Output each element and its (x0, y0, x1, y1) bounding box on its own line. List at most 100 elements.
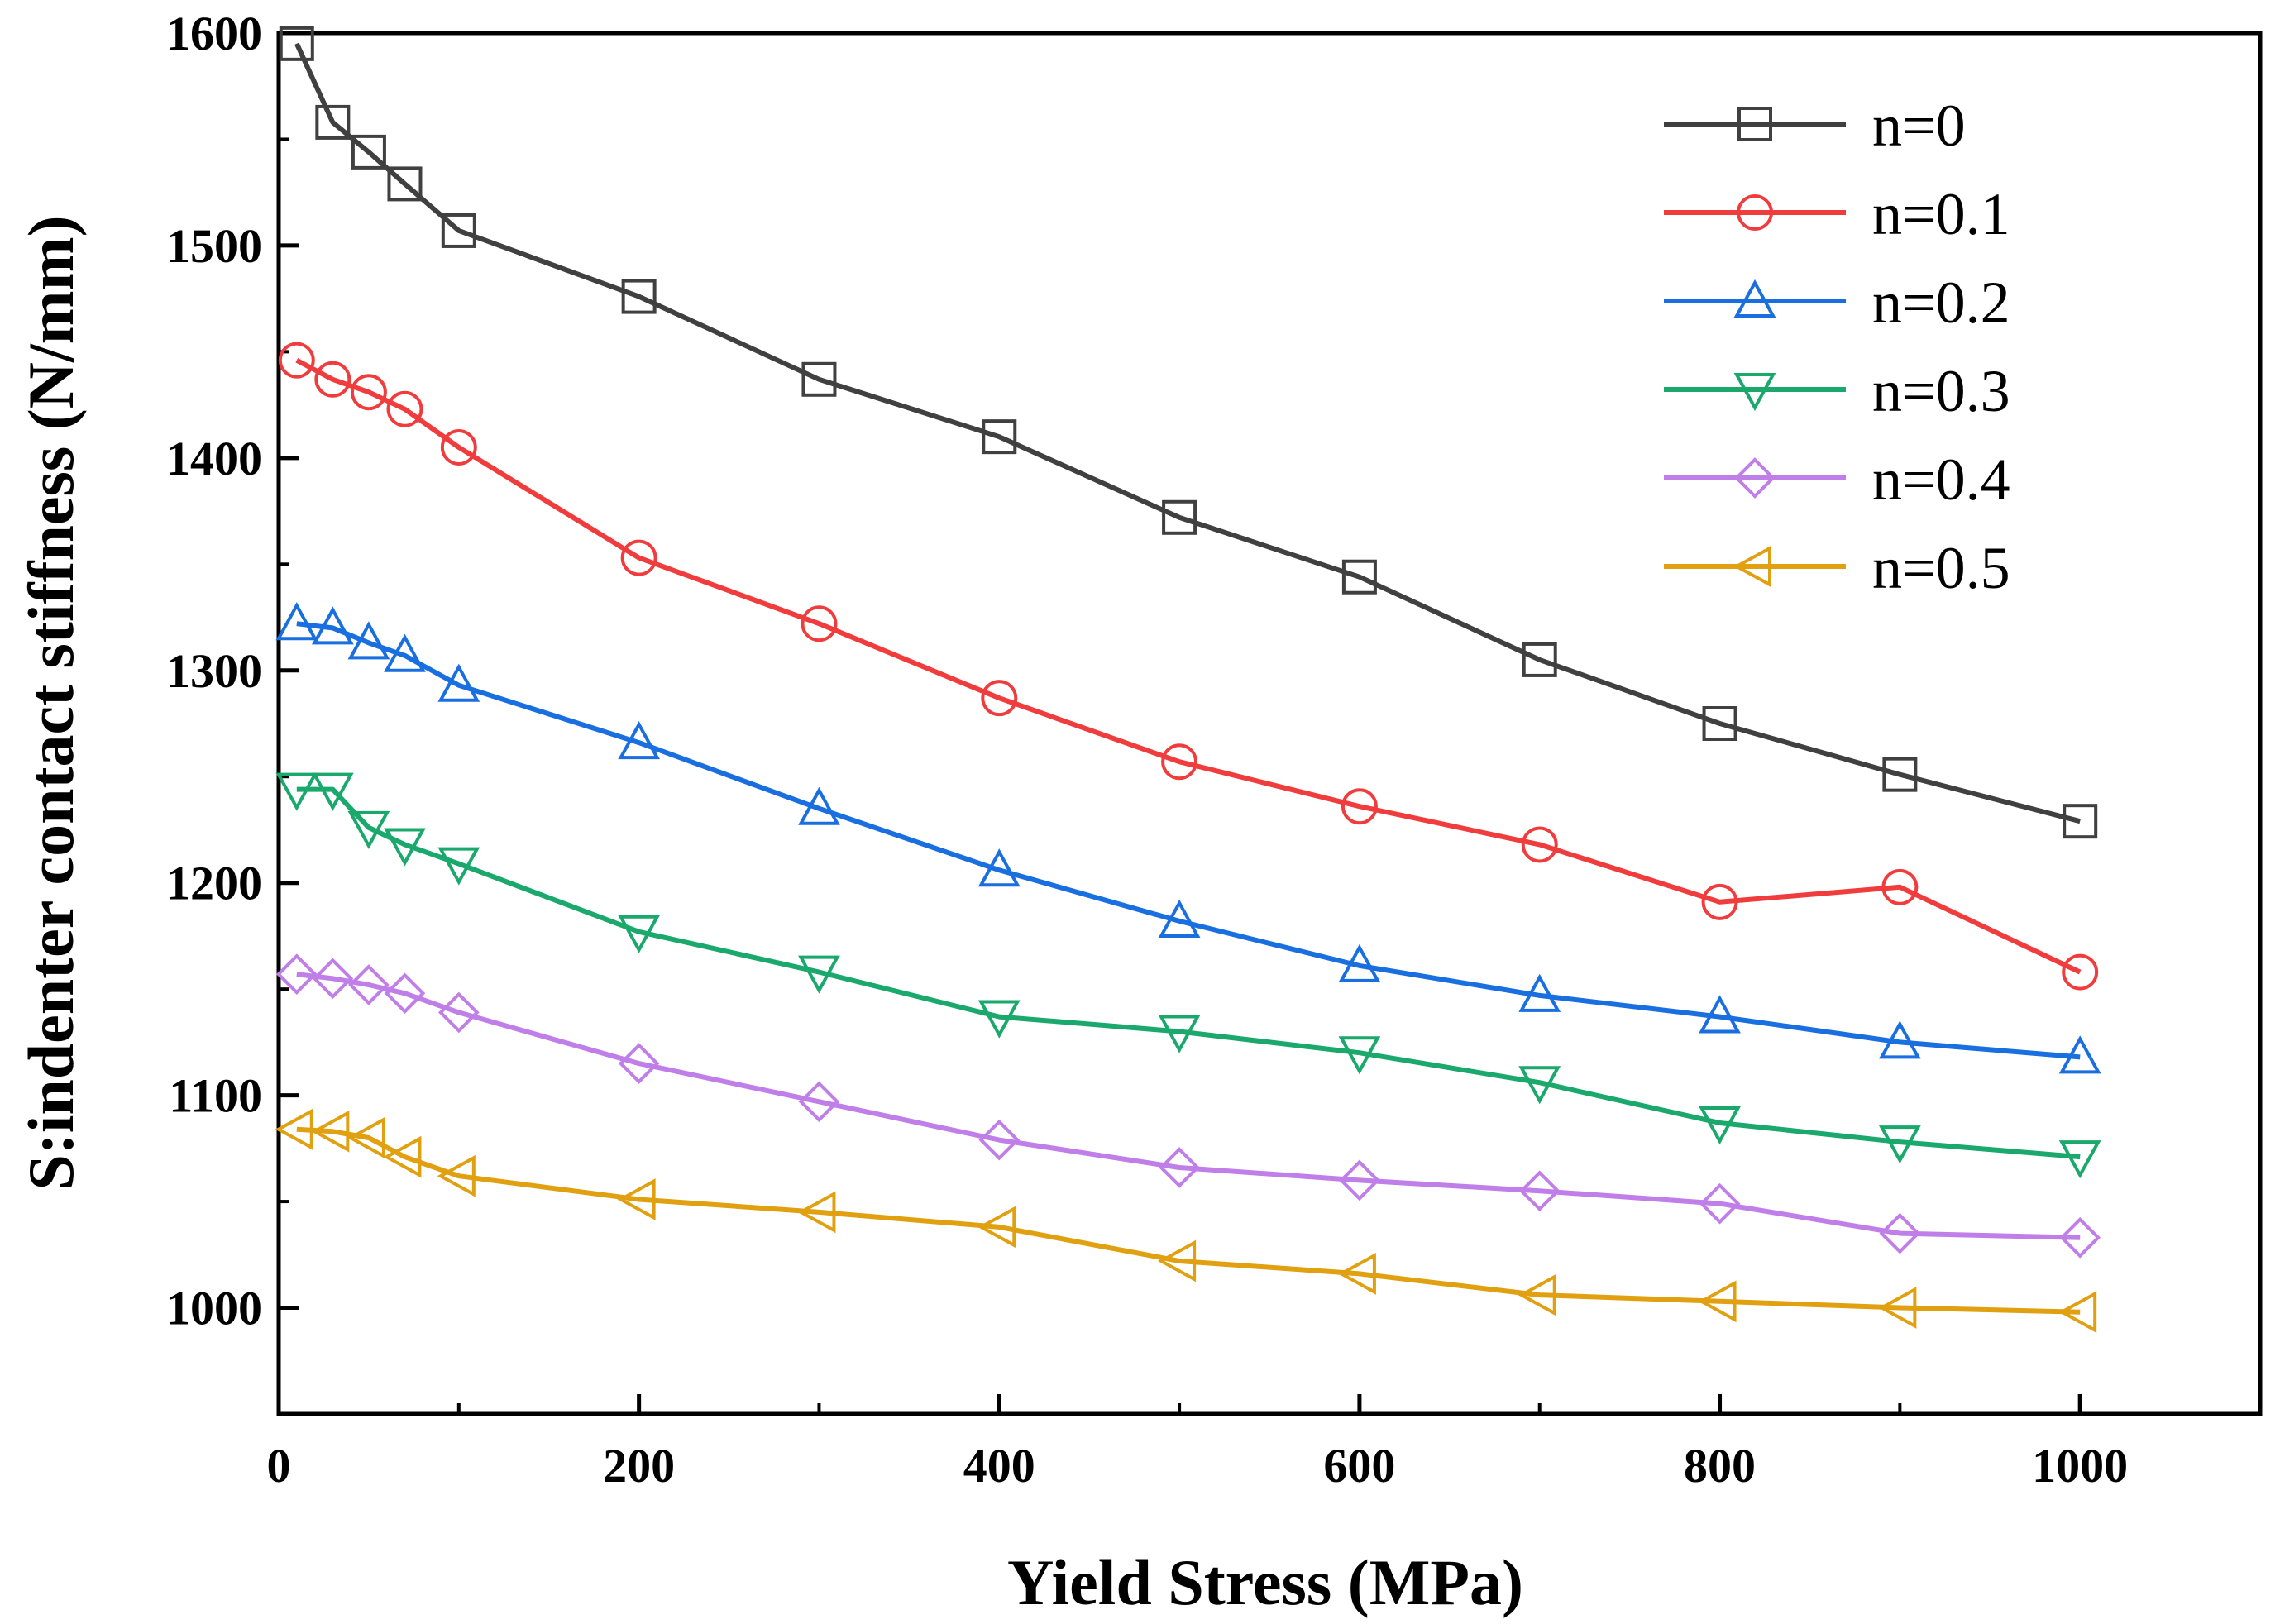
x-tick-label: 800 (1684, 1439, 1756, 1493)
data-point (2058, 1035, 2101, 1074)
data-point (441, 213, 476, 248)
data-point (1158, 1015, 1201, 1053)
data-point (801, 361, 837, 397)
data-point (1518, 1273, 1556, 1316)
data-point (1518, 1170, 1561, 1212)
data-point (1881, 868, 1919, 905)
y-tick-label: 1200 (166, 857, 262, 910)
x-axis: 0 200 400 600 800 1000 (267, 1394, 2128, 1493)
data-point (1337, 1253, 1376, 1295)
data-point (1878, 1020, 1921, 1059)
legend-marker (1733, 279, 1776, 318)
data-point (437, 1154, 476, 1197)
x-tick-label: 1000 (2032, 1439, 2128, 1493)
legend-label: n=0.4 (1872, 447, 2010, 513)
data-point (1879, 1212, 1921, 1254)
data-point (1338, 1036, 1381, 1075)
data-point (347, 621, 390, 660)
data-point (982, 419, 1017, 455)
y-tick-label: 1100 (169, 1069, 262, 1123)
series-line (295, 358, 2082, 975)
data-point (384, 972, 426, 1015)
data-point (1338, 943, 1381, 982)
legend-label: n=0.5 (1872, 535, 2010, 601)
series-line (294, 42, 2081, 824)
data-point (1339, 1159, 1380, 1201)
data-point (1521, 826, 1558, 863)
data-point (347, 1116, 385, 1159)
data-point (1878, 1287, 1917, 1329)
data-point (437, 847, 480, 886)
data-point (798, 955, 840, 994)
data-point (2058, 1291, 2097, 1334)
data-point (1158, 899, 1201, 938)
series-n=0.3 (275, 772, 2101, 1179)
y-tick-label: 1000 (166, 1282, 262, 1335)
data-point (1161, 743, 1198, 781)
legend: n=0 n=0.1 n=0.2 n=0.3 n=0.4 n=0.5 (1664, 93, 2010, 601)
data-point (275, 1108, 313, 1151)
data-point (977, 848, 1021, 887)
legend-marker (1737, 194, 1773, 231)
data-point (1341, 559, 1377, 595)
y-axis: 1000 1100 1200 1300 1400 1500 1600 (166, 7, 299, 1335)
data-point (311, 1110, 350, 1153)
y-axis-title: S:indenter contact stiffness (N/mm) (15, 215, 87, 1190)
data-point (1699, 1106, 1741, 1145)
plot-border (276, 31, 2263, 1416)
data-point (312, 958, 354, 1000)
series-n=0.1 (278, 342, 2099, 991)
data-point (618, 1043, 660, 1084)
data-point (978, 1119, 1021, 1161)
y-tick-label: 1400 (166, 432, 262, 485)
x-tick-label: 400 (963, 1439, 1035, 1493)
data-point (440, 429, 477, 466)
data-point (311, 772, 354, 811)
x-tick-label: 0 (267, 1439, 291, 1493)
data-point (1341, 788, 1378, 825)
data-point (1882, 757, 1918, 792)
y-tick-label: 1500 (166, 219, 262, 273)
data-point (384, 828, 426, 867)
data-point (2063, 804, 2098, 839)
legend-item: n=0.3 (1664, 358, 2010, 424)
series-n=0 (279, 26, 2098, 839)
data-point (275, 953, 318, 995)
legend-marker (1733, 545, 1771, 588)
data-point (1157, 1239, 1197, 1282)
data-point (351, 134, 386, 170)
data-point (387, 166, 423, 202)
series-line (296, 972, 2081, 1240)
data-point (278, 342, 315, 379)
data-point (1699, 1182, 1741, 1225)
series-line (296, 786, 2081, 1160)
data-point (275, 772, 318, 811)
data-point (1702, 706, 1737, 741)
data-point (311, 606, 354, 645)
data-point (621, 279, 657, 314)
data-point (348, 964, 390, 1005)
series-line (296, 621, 2081, 1060)
y-tick-label: 1300 (166, 644, 262, 698)
data-point (1698, 1280, 1737, 1323)
data-point (981, 680, 1018, 717)
y-tick-label: 1600 (166, 7, 262, 60)
legend-marker (1733, 373, 1776, 412)
data-point (437, 663, 480, 702)
data-point (1699, 995, 1741, 1034)
data-point (315, 104, 351, 140)
legend-item: n=0 (1664, 93, 1966, 159)
data-point (1701, 883, 1738, 920)
data-point (797, 1191, 836, 1234)
data-point (275, 602, 318, 641)
legend-item: n=0.4 (1664, 447, 2010, 513)
legend-item: n=0.1 (1664, 181, 2010, 247)
data-point (2059, 1216, 2101, 1259)
series-n=0.2 (275, 602, 2101, 1074)
data-point (347, 810, 390, 850)
data-point (618, 915, 661, 953)
legend-label: n=0.3 (1872, 358, 2010, 424)
data-point (620, 539, 657, 576)
data-point (383, 1135, 422, 1178)
x-axis-title: Yield Stress (MPa) (1007, 1546, 1523, 1618)
